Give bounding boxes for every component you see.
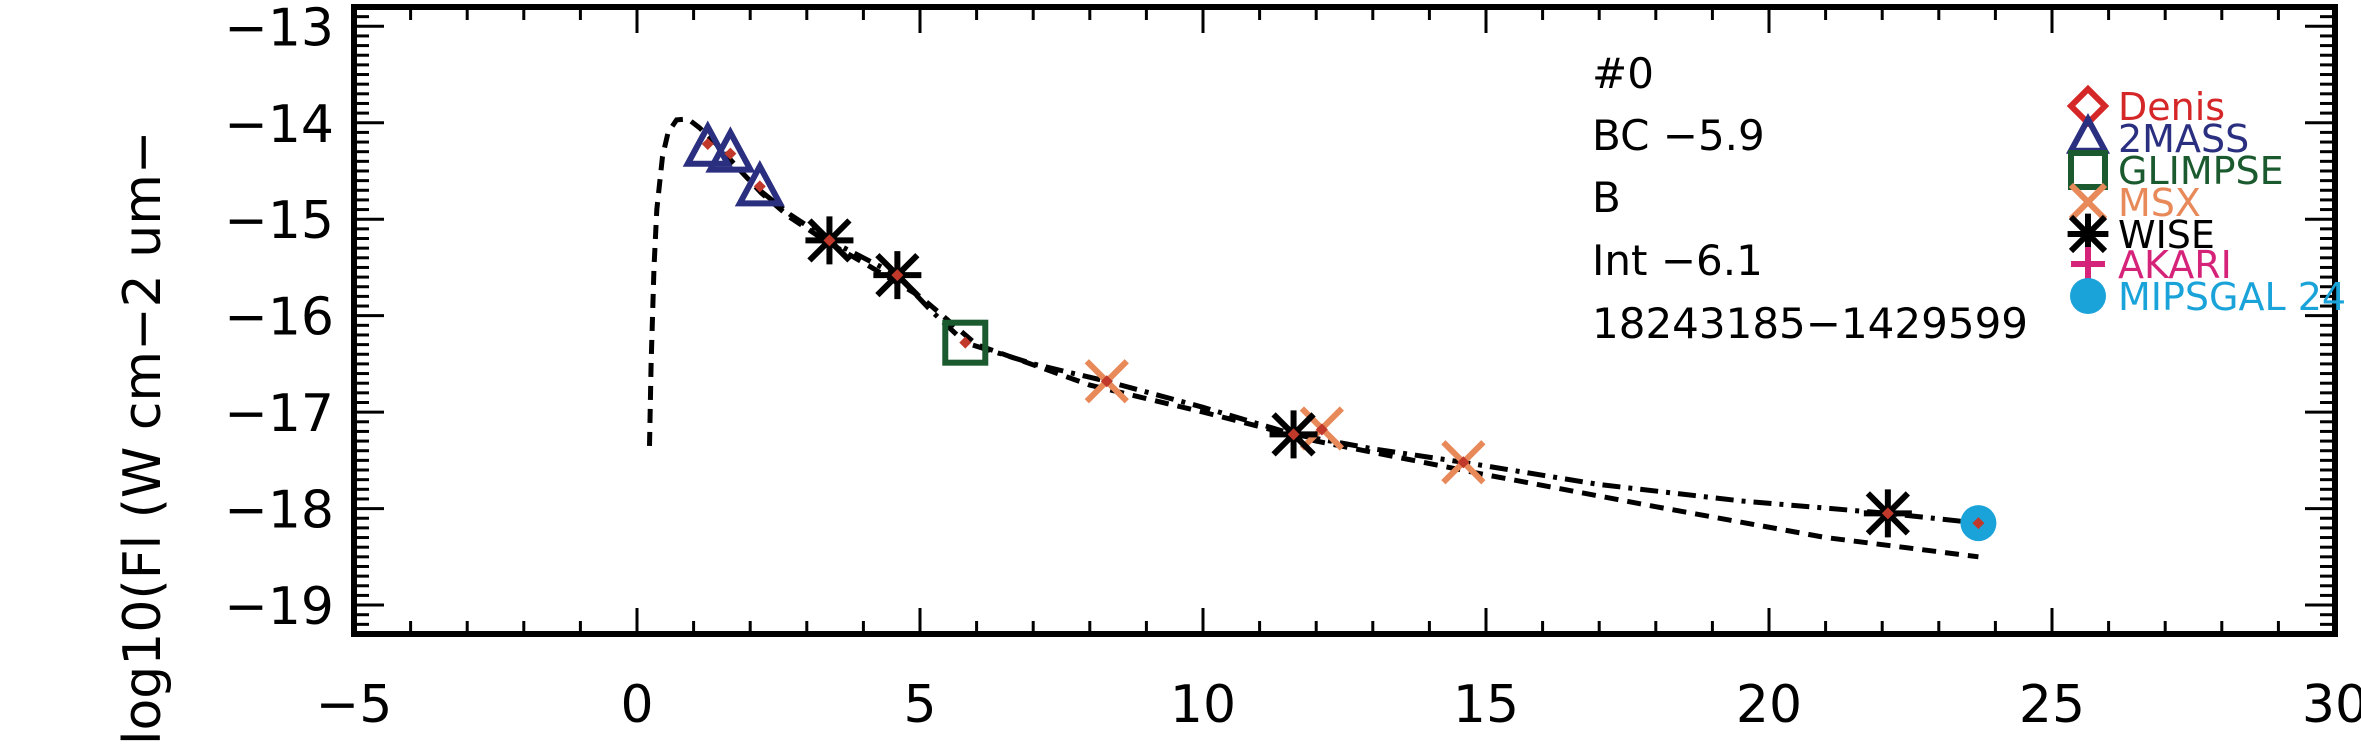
x-tick-label: 10 xyxy=(1170,675,1236,735)
y-tick-label: −19 xyxy=(224,577,334,637)
x-tick-label: 5 xyxy=(903,675,936,735)
y-tick-label: −15 xyxy=(224,191,334,251)
model-point xyxy=(1315,423,1328,436)
legend-msx-symbol xyxy=(2068,182,2108,222)
model-point xyxy=(701,137,714,150)
info-annotation: BC −5.9 xyxy=(1592,111,1765,160)
legend-glimpse-symbol xyxy=(2068,150,2108,190)
model-points xyxy=(701,137,1985,530)
x-tick-label: −5 xyxy=(316,675,393,735)
2mass-marker xyxy=(734,160,785,207)
plot-frame xyxy=(351,4,2338,637)
x-tick-label: 20 xyxy=(1736,675,1802,735)
y-axis-label: log10(Fl (W cm−2 um− xyxy=(113,131,173,745)
2mass-marker xyxy=(682,120,733,167)
legend-mipsgal-24-label: MIPSGAL 24 xyxy=(2118,275,2346,319)
glimpse-marker xyxy=(942,319,989,366)
model-point xyxy=(891,269,904,282)
legend-msx-label: MSX xyxy=(2118,181,2201,225)
model-point xyxy=(1972,517,1985,530)
legend-2mass-symbol xyxy=(2065,112,2111,154)
x-tick-label: 30 xyxy=(2302,675,2361,735)
model-point xyxy=(1100,375,1113,388)
legend-2mass-label: 2MASS xyxy=(2118,117,2249,161)
y-tick-label: −13 xyxy=(224,0,334,58)
model-curve-dashdot xyxy=(758,188,1979,526)
info-annotation: 18243185−1429599 xyxy=(1592,299,2028,348)
y-tick-label: −16 xyxy=(224,288,334,348)
info-annotation: B xyxy=(1592,173,1621,222)
y-axis-title: log10(Fl (W cm−2 um− xyxy=(113,131,173,745)
model-point xyxy=(1881,507,1894,520)
legend-akari-symbol xyxy=(2071,247,2105,281)
info-annotation: Int −6.1 xyxy=(1592,236,1763,285)
legend-glimpse-label: GLIMPSE xyxy=(2118,149,2284,193)
legend-akari-label: AKARI xyxy=(2118,243,2232,287)
legend-denis-label: Denis xyxy=(2118,85,2225,129)
model-point xyxy=(753,180,766,193)
info-annotation: #0 xyxy=(1592,49,1654,98)
legend-wise-symbol xyxy=(2067,213,2109,255)
2mass-marker xyxy=(705,126,756,173)
model-point xyxy=(1457,456,1470,469)
info-annotations: #0 BC −5.9 B Int −6.1 18243185−1429599 xyxy=(1592,49,2028,348)
x-tick-label: 15 xyxy=(1453,675,1519,735)
legend-wise-label: WISE xyxy=(2118,213,2215,257)
legend-mipsgal-24-symbol xyxy=(2070,278,2106,314)
y-tick-label: −17 xyxy=(224,384,334,444)
axes: −5 0 5 10 15 20 25 30 −13 −14 −15 −16 −17 −18 −19 xyxy=(224,0,2361,735)
model-point xyxy=(1287,428,1300,441)
model-point xyxy=(724,147,737,160)
y-tick-label: −14 xyxy=(224,95,334,155)
y-tick-label: −18 xyxy=(224,481,334,541)
model-point xyxy=(823,234,836,247)
x-tick-label: 25 xyxy=(2019,675,2085,735)
model-point xyxy=(959,336,972,349)
x-tick-label: 0 xyxy=(620,675,653,735)
